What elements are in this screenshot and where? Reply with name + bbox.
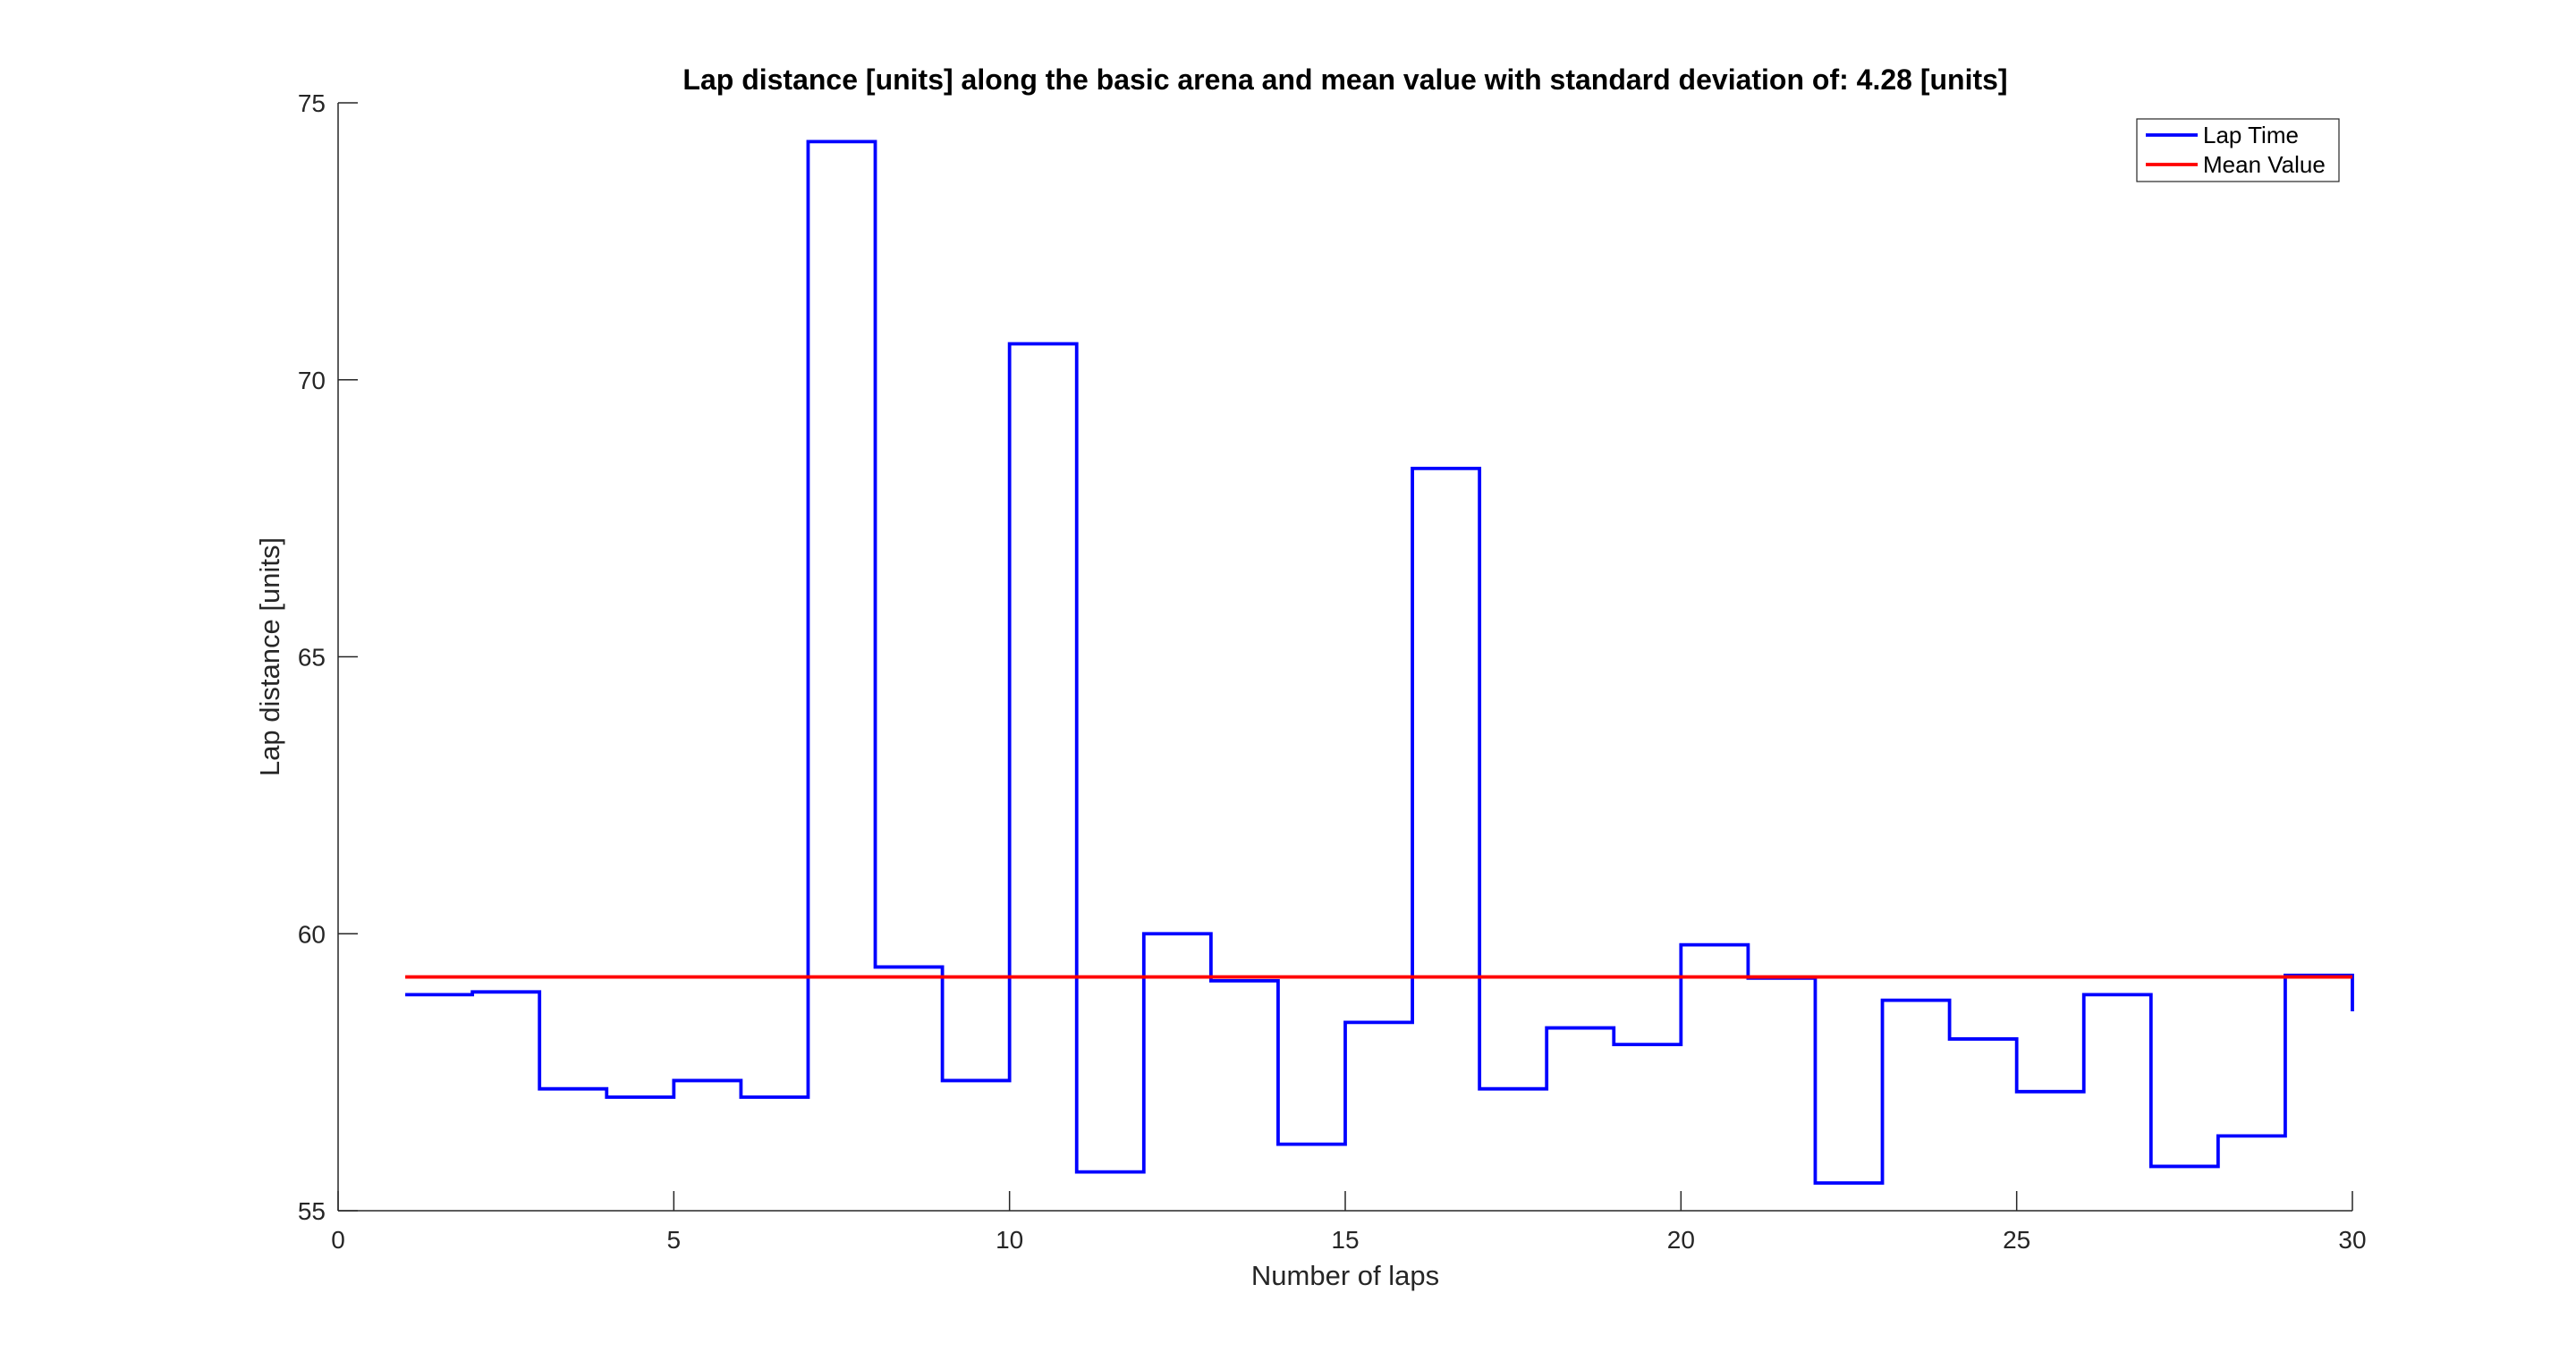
x-tick-label: 15: [1331, 1226, 1359, 1254]
x-tick-label: 0: [331, 1226, 345, 1254]
legend-box: [2136, 118, 2340, 182]
series-layer: [405, 139, 2354, 1185]
y-axis-ticks: 55 60 65 70 75: [298, 89, 358, 1225]
chart-title: Lap distance [units] along the basic are…: [682, 63, 2007, 96]
plot-area: 0 5 10 15 20 25 30 55 60 65 70 75: [298, 89, 2367, 1254]
x-tick-label: 30: [2338, 1226, 2366, 1254]
y-tick-label: 75: [298, 89, 326, 117]
x-tick-label: 25: [2003, 1226, 2030, 1254]
x-axis-label: Number of laps: [1251, 1260, 1439, 1291]
legend: Lap Time Mean Value: [2136, 118, 2340, 182]
x-tick-label: 5: [667, 1226, 682, 1254]
legend-label: Lap Time: [2203, 122, 2299, 148]
y-axis-label: Lap distance [units]: [254, 537, 285, 776]
y-tick-label: 55: [298, 1197, 326, 1225]
y-tick-label: 65: [298, 644, 326, 672]
x-tick-label: 20: [1667, 1226, 1695, 1254]
y-tick-label: 70: [298, 367, 326, 394]
x-axis-ticks: 0 5 10 15 20 25 30: [331, 1191, 2367, 1254]
y-tick-label: 60: [298, 920, 326, 948]
legend-label: Mean Value: [2203, 151, 2326, 178]
legend-items: Lap Time Mean Value: [2146, 122, 2326, 178]
x-tick-label: 10: [996, 1226, 1023, 1254]
series-line-lap-time: [405, 139, 2354, 1185]
